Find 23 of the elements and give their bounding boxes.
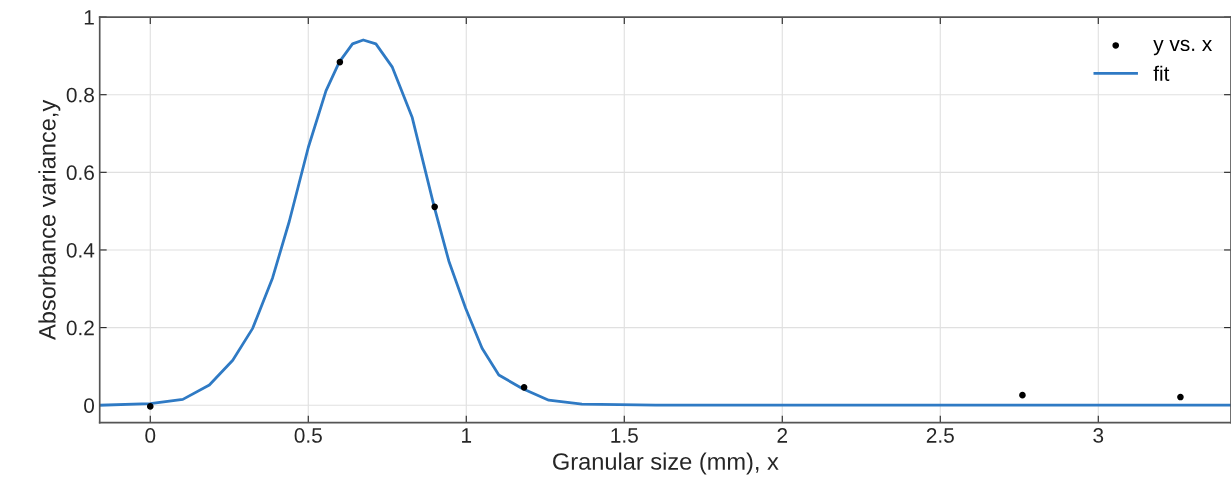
x-axis-title: Granular size (mm), x (553, 452, 779, 475)
y-tick-label: 0.6 (66, 165, 94, 181)
legend-label: y vs. x (1153, 39, 1213, 56)
point (1177, 393, 1184, 401)
x-tick-label: 0.5 (294, 428, 322, 443)
point (520, 384, 528, 391)
y-tick-label: 0.2 (66, 320, 94, 336)
x-tick-label: 2.5 (926, 428, 954, 443)
x-tick-label: 1 (462, 428, 472, 443)
y-tick-label: 0.8 (66, 87, 94, 103)
y-tick-label: 0.4 (66, 242, 95, 258)
point (1019, 391, 1026, 399)
x-tick-label: 3 (1093, 428, 1104, 443)
x-tick-label: 0 (145, 428, 156, 443)
legend-label: fit (1153, 65, 1170, 81)
point (336, 58, 344, 66)
point (146, 403, 154, 410)
x-tick-label: 2 (777, 428, 788, 443)
y-tick-label: 0 (84, 398, 95, 413)
y-axis-title: Absorbance variance,y (38, 99, 61, 340)
x-tick-label: 1.5 (611, 428, 638, 443)
point (431, 203, 438, 211)
y-tick-label: 1 (84, 10, 94, 25)
